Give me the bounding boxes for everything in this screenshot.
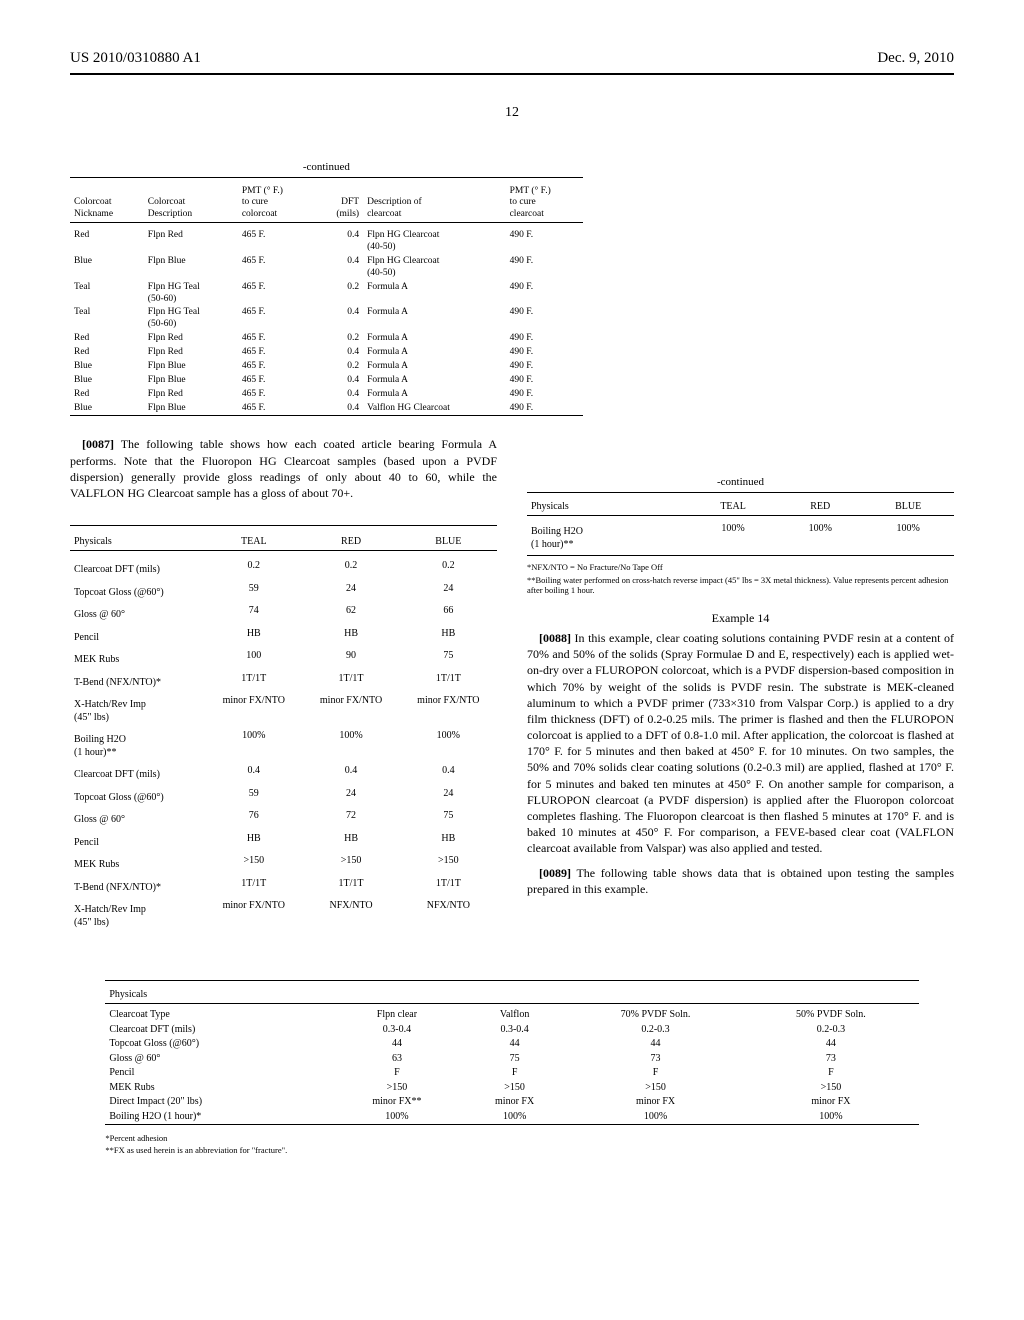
table-row: RedFlpn Red465 F.0.4Formula A490 F. [70, 388, 583, 402]
para-0087-text: The following table shows how each coate… [70, 437, 497, 500]
table4-body: Clearcoat TypeFlpn clearValflon70% PVDF … [105, 1008, 918, 1125]
table3-continued: -continued [527, 476, 954, 488]
table1-continued: -continued [70, 161, 583, 173]
table3-h2: TEAL [688, 499, 778, 516]
table-row: Direct Impact (20" lbs)minor FX**minor F… [105, 1095, 918, 1110]
table2-h4: BLUE [400, 534, 497, 551]
two-column-layout: [0087] The following table shows how eac… [70, 436, 954, 950]
table-row: PencilHBHBHB [70, 627, 497, 650]
table4: Physicals Clearcoat TypeFlpn clearValflo… [105, 980, 918, 1129]
table-row: Clearcoat DFT (mils)0.20.20.2 [70, 559, 497, 582]
para-0087-num: [0087] [82, 437, 114, 451]
publication-date: Dec. 9, 2010 [877, 50, 954, 67]
table3-foot1: *NFX/NTO = No Fracture/No Tape Off [527, 562, 954, 572]
table1-h1: ColorcoatNickname [70, 184, 144, 223]
table1-h4: DFT(mils) [315, 184, 363, 223]
table-row: TealFlpn HG Teal(50-60)465 F.0.2Formula … [70, 281, 583, 307]
para-0088-text: In this example, clear coating solutions… [527, 631, 954, 855]
table-row: T-Bend (NFX/NTO)*1T/1T1T/1T1T/1T [70, 672, 497, 695]
publication-number: US 2010/0310880 A1 [70, 50, 201, 67]
table-row: Boiling H2O (1 hour)*100%100%100%100% [105, 1110, 918, 1125]
table-row: X-Hatch/Rev Imp(45" lbs)minor FX/NTONFX/… [70, 899, 497, 934]
table-row: BlueFlpn Blue465 F.0.4Formula A490 F. [70, 374, 583, 388]
table-row: Clearcoat DFT (mils)0.3-0.40.3-0.40.2-0.… [105, 1023, 918, 1038]
table-row: BlueFlpn Blue465 F.0.4Flpn HG Clearcoat(… [70, 255, 583, 281]
table2-wrap: Physicals TEAL RED BLUE Clearcoat DFT (m… [70, 525, 497, 934]
table2-h1: Physicals [70, 534, 205, 551]
table1-h2: ColorcoatDescription [144, 184, 238, 223]
table-row: Topcoat Gloss (@60°)592424 [70, 787, 497, 810]
table-row: RedFlpn Red465 F.0.2Formula A490 F. [70, 332, 583, 346]
table-row: Gloss @ 60°63757373 [105, 1052, 918, 1067]
table-row: MEK Rubs1009075 [70, 649, 497, 672]
table-row: Gloss @ 60°746266 [70, 604, 497, 627]
table2-body: Clearcoat DFT (mils)0.20.20.2Topcoat Glo… [70, 559, 497, 934]
page-number: 12 [70, 105, 954, 121]
table-row: Gloss @ 60°767275 [70, 809, 497, 832]
table2: Physicals TEAL RED BLUE Clearcoat DFT (m… [70, 525, 497, 934]
table-row: PencilFFFF [105, 1066, 918, 1081]
table4-header: Physicals [105, 987, 918, 1004]
table-row: TealFlpn HG Teal(50-60)465 F.0.4Formula … [70, 306, 583, 332]
table3-foot2: **Boiling water performed on cross-hatch… [527, 575, 954, 595]
table-row: RedFlpn Red465 F.0.4Formula A490 F. [70, 346, 583, 360]
table-row: MEK Rubs>150>150>150>150 [105, 1081, 918, 1096]
table3: Physicals TEAL RED BLUE Boiling H2O(1 ho… [527, 492, 954, 560]
table-row: MEK Rubs>150>150>150 [70, 854, 497, 877]
table-row: PencilHBHBHB [70, 832, 497, 855]
table-row: RedFlpn Red465 F.0.4Flpn HG Clearcoat(40… [70, 229, 583, 255]
table-row: Clearcoat DFT (mils)0.40.40.4 [70, 764, 497, 787]
header-rule [70, 73, 954, 75]
table1-h5: Description ofclearcoat [363, 184, 506, 223]
left-column: [0087] The following table shows how eac… [70, 436, 497, 950]
right-column: -continued Physicals TEAL RED BLUE Boili… [527, 436, 954, 950]
table-row: Topcoat Gloss (@60°)592424 [70, 582, 497, 605]
page-header: US 2010/0310880 A1 Dec. 9, 2010 [70, 50, 954, 67]
table1-h6: PMT (° F.)to cureclearcoat [506, 184, 583, 223]
table1-h3: PMT (° F.)to curecolorcoat [238, 184, 315, 223]
para-0088: [0088] In this example, clear coating so… [527, 630, 954, 857]
table-row: BlueFlpn Blue465 F.0.4Valflon HG Clearco… [70, 402, 583, 416]
para-0089-text: The following table shows data that is o… [527, 866, 954, 896]
table2-h2: TEAL [205, 534, 302, 551]
table4-foot1: *Percent adhesion [105, 1133, 954, 1143]
table-row: BlueFlpn Blue465 F.0.2Formula A490 F. [70, 360, 583, 374]
table-row: Topcoat Gloss (@60°)44444444 [105, 1037, 918, 1052]
table-row: X-Hatch/Rev Imp(45" lbs)minor FX/NTOmino… [70, 694, 497, 729]
para-0089: [0089] The following table shows data th… [527, 865, 954, 897]
table4-foot2: **FX as used herein is an abbreviation f… [105, 1145, 954, 1155]
table3-wrap: -continued Physicals TEAL RED BLUE Boili… [527, 476, 954, 595]
para-0087: [0087] The following table shows how eac… [70, 436, 497, 501]
table3-body: Boiling H2O(1 hour)**100%100%100% [527, 522, 954, 556]
table3-h4: BLUE [862, 499, 954, 516]
table1-wrap: -continued ColorcoatNickname ColorcoatDe… [70, 161, 583, 420]
table-row: Boiling H2O(1 hour)**100%100%100% [70, 729, 497, 764]
table1: ColorcoatNickname ColorcoatDescription P… [70, 177, 583, 420]
para-0088-num: [0088] [539, 631, 571, 645]
table2-h3: RED [302, 534, 399, 551]
table4-wrap: Physicals Clearcoat TypeFlpn clearValflo… [70, 980, 954, 1155]
table1-body: RedFlpn Red465 F.0.4Flpn HG Clearcoat(40… [70, 229, 583, 416]
table-row: Boiling H2O(1 hour)**100%100%100% [527, 522, 954, 556]
table3-h1: Physicals [527, 499, 688, 516]
table-row: T-Bend (NFX/NTO)*1T/1T1T/1T1T/1T [70, 877, 497, 900]
para-0089-num: [0089] [539, 866, 571, 880]
example14-header: Example 14 [527, 611, 954, 626]
table3-h3: RED [778, 499, 862, 516]
table-row: Clearcoat TypeFlpn clearValflon70% PVDF … [105, 1008, 918, 1023]
